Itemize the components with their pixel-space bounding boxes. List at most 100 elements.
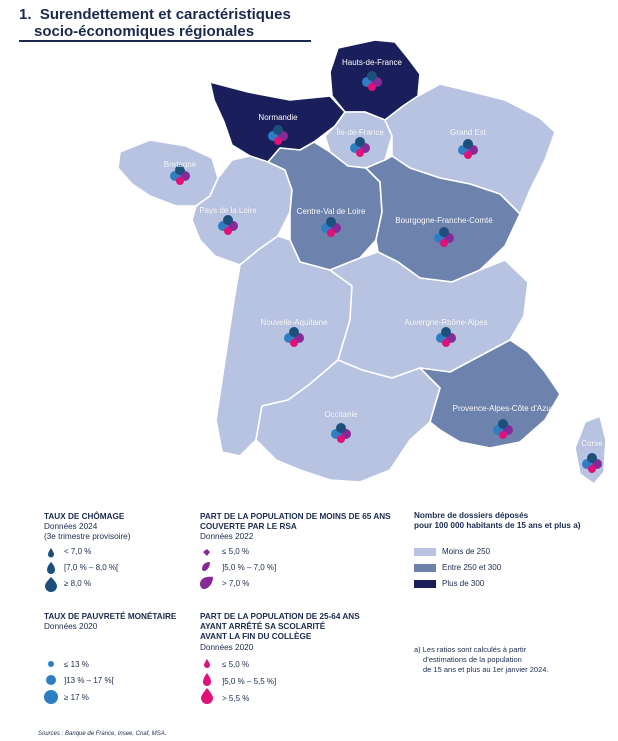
title-rule xyxy=(19,40,311,42)
indicator-cluster-occitanie xyxy=(331,423,351,443)
chomage-drop xyxy=(463,139,473,149)
legend-chomage-large-drop xyxy=(45,577,57,592)
legend-rsa-item-1: ≤ 5,0 % xyxy=(222,547,250,556)
indicator-cluster-auvergne-rhone-alpes xyxy=(436,327,456,347)
legend-pauvrete-year: Données 2020 xyxy=(44,622,98,631)
scolarite-drop xyxy=(224,227,232,235)
legend-scolarite-title-2: AYANT ARRÊTÉ SA SCOLARITÉ xyxy=(200,622,326,631)
scolarite-drop xyxy=(440,239,448,247)
region-label-nouvelle-aquitaine: Nouvelle-Aquitaine xyxy=(260,318,328,327)
region-label-auvergne-rhone-alpes: Auvergne-Rhône-Alpes xyxy=(404,318,488,327)
footnote-line-2: d’estimations de la population xyxy=(423,655,522,664)
legend-chomage-small-drop xyxy=(48,548,54,558)
footnote: a) Les ratios sont calculés à partir d’e… xyxy=(414,645,549,675)
legend-dossiers-title-2: pour 100 000 habitants de 15 ans et plus… xyxy=(414,521,581,530)
legend-pauvrete-item-3: ≥ 17 % xyxy=(64,693,89,702)
region-paca[interactable] xyxy=(419,339,561,449)
legend-scolarite-large-drop xyxy=(201,688,213,704)
indicator-cluster-hauts-de-france xyxy=(362,71,382,91)
chomage-drop xyxy=(498,419,508,429)
legend-dossiers-item-3: Plus de 300 xyxy=(442,579,485,588)
region-bretagne[interactable] xyxy=(117,139,219,207)
legend-scolarite-title-1: PART DE LA POPULATION DE 25-64 ANS xyxy=(200,612,360,621)
chomage-drop xyxy=(336,423,346,433)
chomage-drop xyxy=(326,217,336,227)
legend-swatch-high xyxy=(414,580,436,588)
figure-number: 1. xyxy=(19,6,32,23)
indicator-cluster-pays-de-la-loire xyxy=(218,215,238,235)
scolarite-drop xyxy=(464,151,472,159)
chomage-drop xyxy=(367,71,377,81)
legend-chomage-note: (3e trimestre provisoire) xyxy=(44,532,131,541)
region-label-corse: Corse xyxy=(581,439,603,448)
legend-dossiers-item-2: Entre 250 et 300 xyxy=(442,563,502,572)
chomage-drop xyxy=(289,327,299,337)
indicator-cluster-corse xyxy=(582,453,602,473)
legend-chomage-item-1: < 7,0 % xyxy=(64,547,92,556)
legend-chomage-item-3: ≥ 8,0 % xyxy=(64,579,92,588)
region-label-occitanie: Occitanie xyxy=(324,410,358,419)
region-corse[interactable] xyxy=(574,415,607,485)
scolarite-drop xyxy=(176,177,184,185)
legend-pauvrete-small-circle xyxy=(48,661,54,667)
region-label-bretagne: Bretagne xyxy=(163,160,197,169)
indicator-cluster-paca xyxy=(493,419,513,439)
legend-dossiers-item-1: Moins de 250 xyxy=(442,547,491,556)
legend-dossiers-title-1: Nombre de dossiers déposés xyxy=(414,511,529,520)
region-label-normandie: Normandie xyxy=(258,113,298,122)
legend-pauvrete-large-circle xyxy=(44,690,58,704)
indicator-cluster-grand-est xyxy=(458,139,478,159)
scolarite-drop xyxy=(499,431,507,439)
scolarite-drop xyxy=(274,137,282,145)
region-label-hauts-de-france: Hauts-de-France xyxy=(341,58,403,67)
indicator-cluster-centre-val-de-loire xyxy=(321,217,341,237)
legend-rsa-mid-drop xyxy=(202,562,210,571)
legend-chomage-symbols xyxy=(45,548,57,592)
legend-chomage-year: Données 2024 xyxy=(44,522,98,531)
footnote-line-1: a) Les ratios sont calculés à partir xyxy=(414,645,527,654)
chomage-drop xyxy=(587,453,597,463)
legend-swatch-mid xyxy=(414,564,436,572)
scolarite-drop xyxy=(290,339,298,347)
legend-rsa-large-drop xyxy=(200,576,213,589)
legend-pauvrete-symbols xyxy=(44,661,58,704)
figure-title-line2: socio-économiques régionales xyxy=(34,23,255,40)
legend-rsa-symbols xyxy=(200,549,213,589)
scolarite-drop xyxy=(442,339,450,347)
chomage-drop xyxy=(175,165,185,175)
legend-pauvrete-item-1: ≤ 13 % xyxy=(64,660,89,669)
indicator-cluster-bourgogne-franche-comte xyxy=(434,227,454,247)
chomage-drop xyxy=(273,125,283,135)
chomage-drop xyxy=(223,215,233,225)
region-centre-val-de-loire[interactable] xyxy=(267,141,383,271)
footnote-line-3: de 15 ans et plus au 1er janvier 2024. xyxy=(423,665,549,674)
legend-scolarite-item-3: > 5,5 % xyxy=(222,694,250,703)
legend-pauvrete-title: TAUX DE PAUVRETÉ MONÉTAIRE xyxy=(44,612,177,621)
legend-swatch-low xyxy=(414,548,436,556)
scolarite-drop xyxy=(327,229,335,237)
legend-rsa-title-2: COUVERTE PAR LE RSA xyxy=(200,522,297,531)
legend-rsa-title-1: PART DE LA POPULATION DE MOINS DE 65 ANS xyxy=(200,512,391,521)
indicator-cluster-ile-de-france xyxy=(350,137,370,157)
region-bourgogne-franche-comte[interactable] xyxy=(365,155,521,283)
sources: Sources : Banque de France, Insee, Cnaf,… xyxy=(38,731,167,737)
legend-pauvrete-item-2: ]13 % – 17 %[ xyxy=(64,676,114,685)
legend-chomage-title: TAUX DE CHÔMAGE xyxy=(44,512,125,521)
scolarite-drop xyxy=(356,149,364,157)
region-label-bourgogne-franche-comte: Bourgogne-Franche-Comté xyxy=(395,216,493,225)
legend-rsa-item-2: ]5,0 % – 7,0 %] xyxy=(222,563,277,572)
scolarite-drop xyxy=(368,83,376,91)
legend-scolarite-symbols xyxy=(201,659,213,704)
france-map xyxy=(117,39,607,485)
figure-title: 1. Surendettement et caractéristiques so… xyxy=(19,6,291,40)
chomage-drop xyxy=(355,137,365,147)
region-label-paca: Provence-Alpes-Côte d'Azur xyxy=(452,404,554,413)
legend-scolarite-year: Données 2020 xyxy=(200,643,254,652)
region-label-ile-de-france: Île-de-France xyxy=(336,128,384,137)
indicator-cluster-nouvelle-aquitaine xyxy=(284,327,304,347)
legend-scolarite-mid-drop xyxy=(203,673,211,686)
legend-pauvrete-mid-circle xyxy=(46,675,56,685)
region-label-centre-val-de-loire: Centre-Val de Loire xyxy=(296,207,366,216)
chomage-drop xyxy=(439,227,449,237)
legend-scolarite-title-3: AVANT LA FIN DU COLLÈGE xyxy=(200,632,312,641)
